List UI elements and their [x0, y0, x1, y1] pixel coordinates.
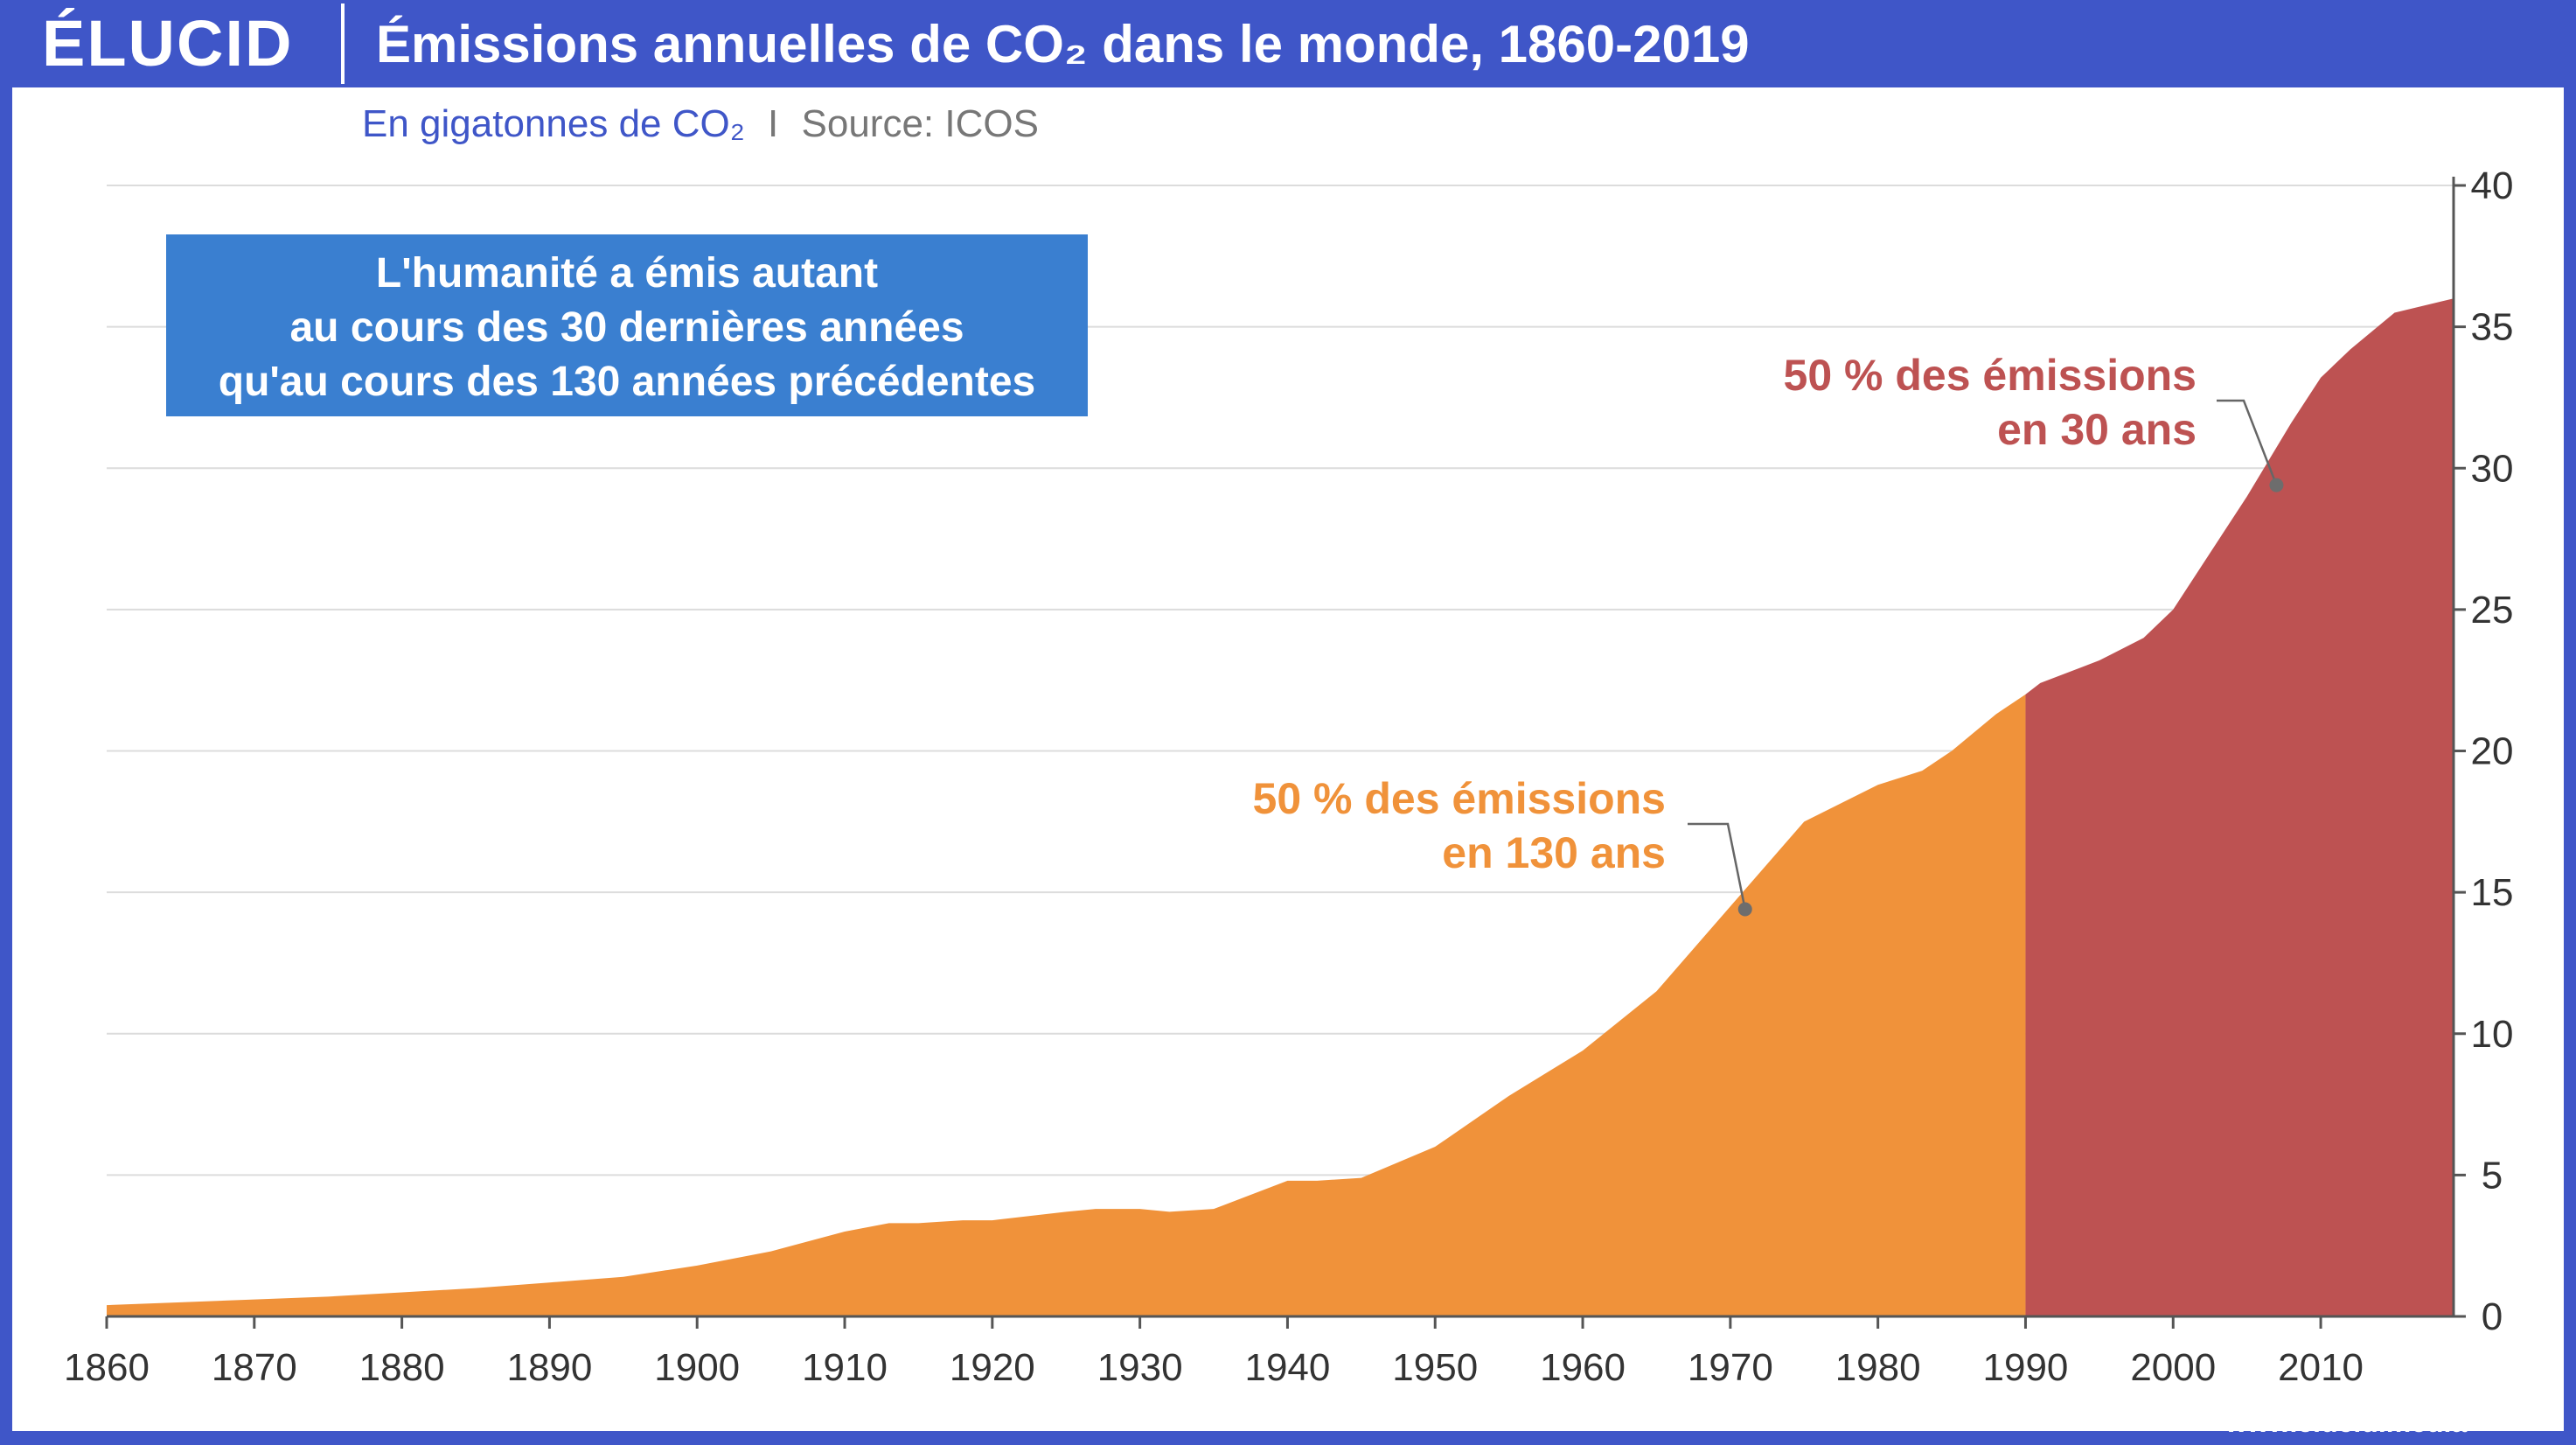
area-series-1860-1990 [107, 694, 2026, 1316]
callout-box: L'humanité a émis autant au cours des 30… [166, 234, 1088, 416]
brand-mark-icon [2471, 1387, 2520, 1415]
area-series-1990-2019 [2025, 298, 2454, 1316]
x-tick-label: 1930 [1097, 1346, 1183, 1389]
annotation-label: 50 % des émissions [1784, 351, 2197, 400]
x-tick-label: 1990 [1983, 1346, 2069, 1389]
annotation-point [1737, 902, 1752, 917]
logo-divider [341, 3, 345, 84]
y-tick-label: 10 [2471, 1013, 2514, 1056]
x-tick-label: 1890 [506, 1346, 592, 1389]
website-link[interactable]: www.elucid.media [2225, 1407, 2468, 1438]
page-title: Émissions annuelles de CO₂ dans le monde… [376, 15, 1750, 73]
callout-line: au cours des 30 dernières années [289, 304, 964, 351]
annotation-label: en 130 ans [1442, 828, 1666, 877]
x-tick-label: 1870 [212, 1346, 297, 1389]
callout-line: qu'au cours des 130 années précédentes [218, 359, 1036, 405]
x-tick-label: 1880 [359, 1346, 445, 1389]
header-bar: ÉLUCID Émissions annuelles de CO₂ dans l… [0, 0, 2576, 87]
y-tick-label: 30 [2471, 447, 2514, 490]
x-tick-label: 1970 [1688, 1346, 1773, 1389]
annotation-point [2269, 478, 2284, 492]
x-tick-label: 1980 [1835, 1346, 1921, 1389]
y-tick-label: 0 [2482, 1295, 2503, 1338]
callout-line: L'humanité a émis autant [375, 250, 879, 297]
x-tick-label: 2010 [2278, 1346, 2364, 1389]
annotation-leader-line [2217, 399, 2278, 486]
y-tick-label: 25 [2471, 589, 2514, 632]
x-tick-label: 1900 [654, 1346, 740, 1389]
chart-subtitle: En gigatonnes de CO₂ I Source: ICOS [362, 98, 1039, 150]
x-tick-label: 1860 [64, 1346, 150, 1389]
y-tick-label: 35 [2471, 306, 2514, 349]
source-label: Source: ICOS [801, 102, 1039, 145]
unit-label: En gigatonnes de CO₂ [362, 102, 745, 145]
x-tick-label: 1960 [1540, 1346, 1626, 1389]
subtitle-separator: I [768, 102, 779, 145]
x-tick-label: 1920 [950, 1346, 1035, 1389]
annotation-leader-line [1688, 822, 1746, 910]
y-tick-label: 40 [2471, 164, 2514, 207]
annotation-label: en 30 ans [1997, 405, 2197, 454]
x-tick-label: 1950 [1392, 1346, 1478, 1389]
brand-logo[interactable]: ÉLUCID [42, 7, 294, 80]
x-tick-label: 2000 [2130, 1346, 2216, 1389]
x-tick-label: 1940 [1244, 1346, 1330, 1389]
y-tick-label: 5 [2482, 1154, 2503, 1197]
y-tick-label: 15 [2471, 871, 2514, 914]
annotation-label: 50 % des émissions [1253, 774, 1666, 823]
x-tick-label: 1910 [802, 1346, 888, 1389]
y-tick-label: 20 [2471, 730, 2514, 773]
